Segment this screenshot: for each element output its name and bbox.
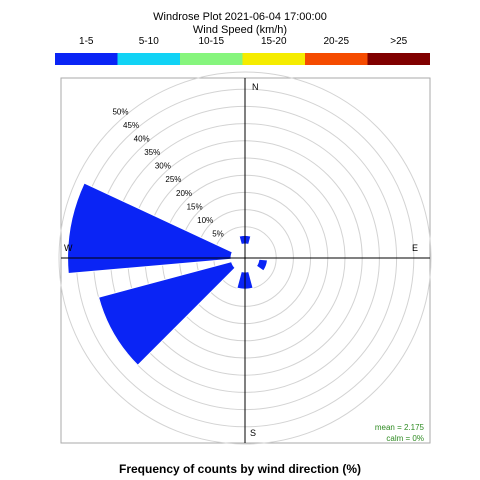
scale-label-2: 10-15 — [198, 36, 224, 47]
scale-label-0: 1-5 — [79, 36, 94, 47]
scale-swatch-0 — [55, 53, 118, 65]
direction-east-label: E — [412, 243, 418, 253]
ring-label-7: 40% — [134, 135, 150, 144]
scale-swatch-3 — [242, 53, 305, 65]
scale-swatch-4 — [305, 53, 368, 65]
scale-label-4: 20-25 — [323, 36, 349, 47]
ring-label-8: 45% — [123, 121, 139, 130]
scale-swatch-5 — [367, 53, 430, 65]
sector-110-bin-0 — [255, 258, 269, 272]
ring-label-4: 25% — [165, 175, 181, 184]
direction-west-label: W — [64, 243, 73, 253]
scale-swatch-1 — [117, 53, 180, 65]
axes — [61, 78, 430, 443]
scale-label-1: 5-10 — [139, 36, 159, 47]
mean-stat: mean = 2.175 — [375, 423, 425, 432]
chart-footer: Frequency of counts by wind direction (%… — [119, 462, 361, 476]
ring-label-3: 20% — [176, 189, 192, 198]
chart-subtitle: Wind Speed (km/h) — [193, 24, 287, 36]
direction-south-label: S — [250, 428, 256, 438]
ring-label-1: 10% — [197, 216, 213, 225]
grid-ring-9 — [58, 71, 432, 445]
ring-label-0: 5% — [212, 229, 224, 238]
ring-labels: 5% 10% 15% 20% 25% 30% 35% 40% 45% 50% — [112, 107, 223, 238]
ring-label-9: 50% — [112, 107, 128, 116]
scale-swatch-2 — [180, 53, 243, 65]
wind-sectors — [67, 182, 269, 366]
speed-scale: 1-5 5-10 10-15 15-20 20-25 >25 — [55, 36, 430, 65]
ring-label-5: 30% — [155, 162, 171, 171]
calm-stat: calm = 0% — [386, 434, 424, 443]
scale-label-5: >25 — [390, 36, 407, 47]
direction-north-label: N — [252, 82, 259, 92]
ring-label-6: 35% — [144, 148, 160, 157]
chart-title: Windrose Plot 2021-06-04 17:00:00 — [153, 11, 327, 23]
ring-label-2: 15% — [187, 202, 203, 211]
scale-label-3: 15-20 — [261, 36, 287, 47]
sector-280-bin-0 — [67, 182, 233, 275]
sector-240-bin-0 — [97, 261, 236, 366]
